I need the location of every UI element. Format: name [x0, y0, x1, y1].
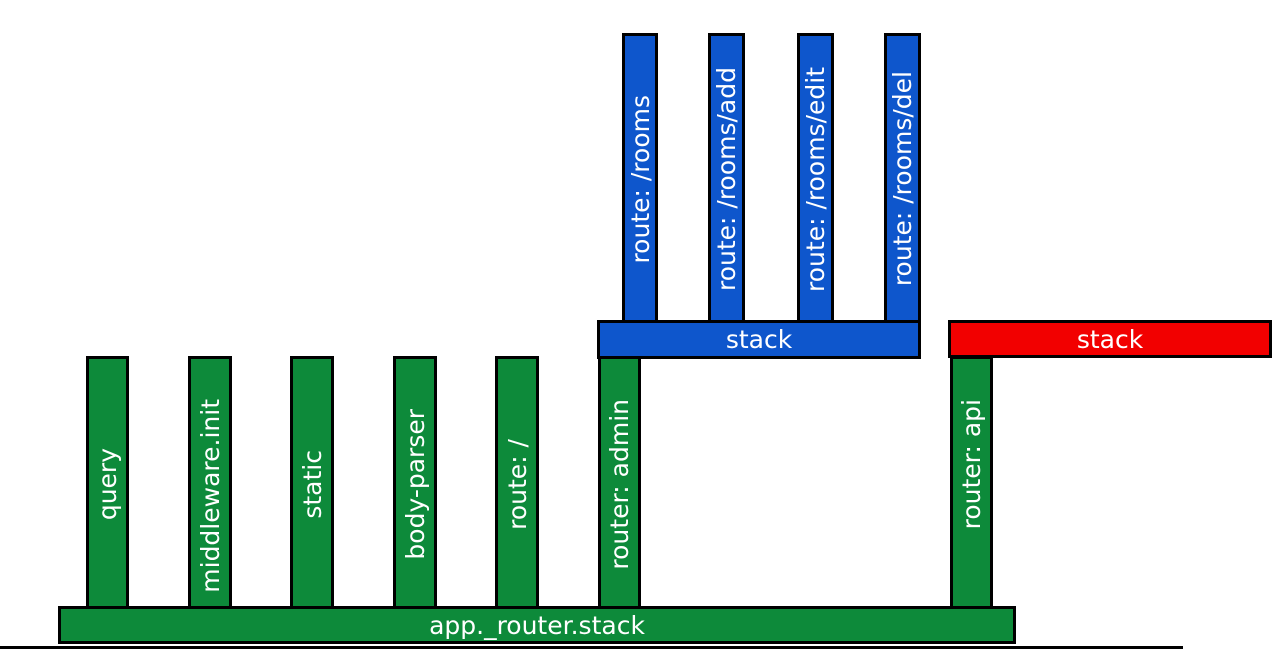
route-rooms-label: route: /rooms: [625, 94, 655, 264]
route-rooms-add-column: route: /rooms/add: [708, 33, 745, 325]
route-rooms-column: route: /rooms: [622, 33, 658, 325]
route-root-label: route: /: [502, 438, 532, 530]
middleware-init-label: middleware.init: [195, 399, 225, 593]
route-rooms-add-label: route: /rooms/add: [712, 66, 741, 292]
router-api-label: router: api: [957, 399, 986, 530]
router-api-column: router: api: [950, 356, 993, 612]
route-rooms-edit-label: route: /rooms/edit: [801, 66, 830, 292]
router-admin-column: router: admin: [598, 356, 641, 612]
route-rooms-del-label: route: /rooms/del: [888, 71, 917, 287]
body-parser-column: body-parser: [393, 356, 437, 612]
api-stack-label: stack: [1076, 324, 1144, 354]
app-router-stack-label: app._router.stack: [429, 610, 645, 640]
app-router-stack-bar: app._router.stack: [58, 606, 1016, 644]
admin-stack-label: stack: [725, 325, 793, 354]
route-rooms-del-column: route: /rooms/del: [884, 33, 921, 325]
static-label: static: [297, 449, 327, 519]
admin-stack-bar: stack: [597, 320, 921, 359]
router-admin-label: router: admin: [605, 398, 634, 570]
query-column: query: [86, 356, 129, 612]
static-column: static: [290, 356, 334, 612]
middleware-init-column: middleware.init: [188, 356, 232, 612]
route-root-column: route: /: [495, 356, 539, 612]
query-label: query: [93, 447, 122, 521]
baseline-rule: [0, 646, 1183, 649]
body-parser-label: body-parser: [400, 408, 430, 560]
api-stack-bar: stack: [948, 320, 1272, 358]
route-rooms-edit-column: route: /rooms/edit: [797, 33, 834, 325]
